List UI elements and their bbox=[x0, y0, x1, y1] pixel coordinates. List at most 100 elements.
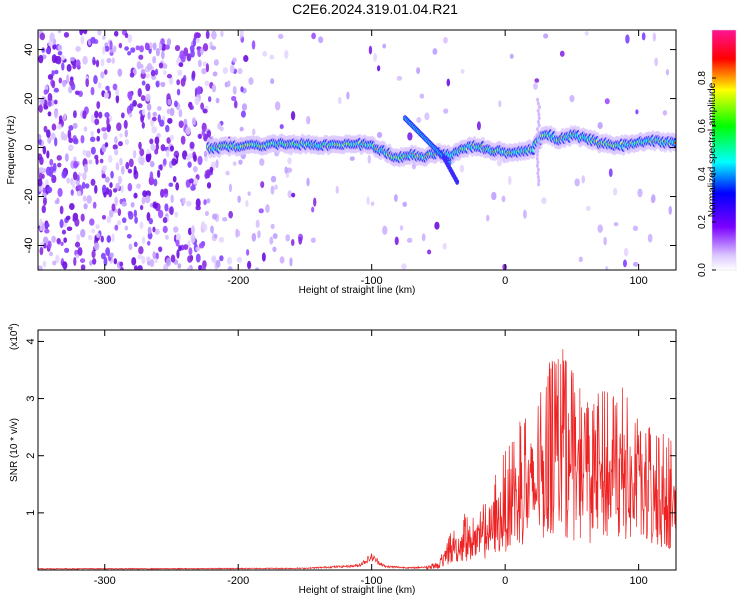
heatmap-cell bbox=[51, 70, 55, 77]
heatmap-cell bbox=[165, 234, 169, 240]
heatmap-cell bbox=[182, 197, 186, 205]
heatmap-cell bbox=[46, 150, 50, 159]
x-tick-label: -300 bbox=[94, 275, 116, 287]
heatmap-cell bbox=[537, 123, 541, 128]
heatmap-cell bbox=[227, 80, 231, 87]
heatmap-cell bbox=[153, 178, 158, 187]
heatmap-cell bbox=[144, 195, 151, 204]
heatmap-cell bbox=[144, 42, 149, 50]
heatmap-cell bbox=[117, 208, 122, 217]
heatmap-cell bbox=[43, 243, 47, 249]
heatmap-cell bbox=[83, 203, 88, 210]
heatmap-cell bbox=[103, 190, 107, 198]
heatmap-cell bbox=[206, 182, 212, 189]
heatmap-cell bbox=[366, 196, 370, 206]
heatmap-cell bbox=[176, 88, 181, 96]
heatmap-cell bbox=[76, 234, 81, 242]
heatmap-cell bbox=[166, 38, 172, 46]
heatmap-cell bbox=[173, 226, 179, 233]
heatmap-cell bbox=[147, 111, 151, 120]
heatmap-cell bbox=[536, 149, 540, 154]
heatmap-cell bbox=[106, 57, 112, 64]
heatmap-cell bbox=[97, 30, 102, 36]
heatmap-cell bbox=[536, 160, 540, 165]
snr-series bbox=[38, 349, 676, 570]
heatmap-cell bbox=[211, 84, 217, 93]
heatmap-cell bbox=[455, 178, 460, 185]
heatmap-cell bbox=[124, 225, 129, 231]
heatmap-cell bbox=[98, 111, 103, 119]
heatmap-cell bbox=[401, 263, 407, 270]
heatmap-cell bbox=[200, 47, 204, 55]
spectrogram-y-label: Frequency (Hz) bbox=[6, 116, 17, 185]
heatmap-cell bbox=[115, 94, 120, 104]
heatmap-cell bbox=[69, 203, 75, 211]
heatmap-cell bbox=[90, 86, 95, 96]
heatmap-cell bbox=[219, 255, 224, 262]
heatmap-cell bbox=[94, 110, 99, 119]
heatmap-cell bbox=[73, 256, 77, 266]
heatmap-cell bbox=[238, 159, 243, 165]
heatmap-cell bbox=[376, 131, 383, 139]
heatmap-cell bbox=[108, 188, 113, 198]
heatmap-cell bbox=[155, 252, 159, 260]
heatmap-cell bbox=[90, 130, 95, 137]
heatmap-cell bbox=[190, 233, 196, 244]
heatmap-cell bbox=[637, 188, 643, 198]
heatmap-cell bbox=[127, 50, 132, 56]
heatmap-cell bbox=[63, 237, 67, 244]
heatmap-cell bbox=[195, 253, 201, 263]
heatmap-cell bbox=[194, 96, 200, 106]
heatmap-cell bbox=[75, 59, 81, 68]
heatmap-cell bbox=[149, 138, 154, 145]
heatmap-cell bbox=[155, 47, 161, 57]
heatmap-cell bbox=[154, 68, 159, 76]
heatmap-cell bbox=[133, 241, 138, 248]
heatmap-cell bbox=[189, 45, 195, 53]
heatmap-cell bbox=[104, 142, 109, 148]
heatmap-cell bbox=[233, 100, 238, 109]
heatmap-cell bbox=[128, 91, 133, 101]
heatmap-cell bbox=[141, 236, 146, 244]
heatmap-cell bbox=[203, 150, 208, 158]
heatmap-cell bbox=[240, 86, 244, 93]
heatmap-cell bbox=[261, 252, 266, 262]
heatmap-cell bbox=[56, 238, 61, 244]
heatmap-cell bbox=[279, 256, 285, 264]
heatmap-cell bbox=[136, 183, 141, 189]
heatmap-cell bbox=[83, 126, 88, 132]
heatmap-cell bbox=[47, 93, 53, 102]
heatmap-cell bbox=[252, 128, 256, 136]
heatmap-cell bbox=[44, 228, 50, 234]
heatmap-cell bbox=[73, 160, 78, 169]
x-tick-label: -100 bbox=[361, 575, 383, 587]
heatmap-cell bbox=[501, 195, 506, 203]
heatmap-cell bbox=[597, 121, 603, 130]
heatmap-cell bbox=[100, 71, 105, 79]
heatmap-cell bbox=[113, 258, 118, 265]
heatmap-cell bbox=[141, 196, 146, 205]
heatmap-cell bbox=[51, 80, 56, 89]
heatmap-cell bbox=[160, 144, 166, 152]
heatmap-cell bbox=[197, 155, 203, 166]
heatmap-cell bbox=[396, 75, 403, 81]
heatmap-cell bbox=[46, 129, 51, 138]
heatmap-cell bbox=[155, 81, 160, 88]
heatmap-cell bbox=[269, 236, 274, 245]
heatmap-cell bbox=[145, 93, 151, 102]
heatmap-cell bbox=[537, 105, 541, 110]
heatmap-cell bbox=[45, 47, 51, 55]
heatmap-cell bbox=[446, 78, 451, 87]
heatmap-cell bbox=[44, 84, 49, 91]
heatmap-cell bbox=[51, 174, 57, 184]
heatmap-cell bbox=[74, 90, 80, 96]
heatmap-cell bbox=[124, 129, 128, 138]
heatmap-cell bbox=[48, 166, 55, 174]
heatmap-cell bbox=[203, 133, 209, 142]
heatmap-cell bbox=[133, 209, 137, 218]
heatmap-cell bbox=[335, 185, 339, 194]
heatmap-cell bbox=[180, 53, 186, 63]
heatmap-cell bbox=[120, 266, 124, 270]
heatmap-cell bbox=[80, 135, 85, 144]
heatmap-cell bbox=[186, 200, 192, 207]
